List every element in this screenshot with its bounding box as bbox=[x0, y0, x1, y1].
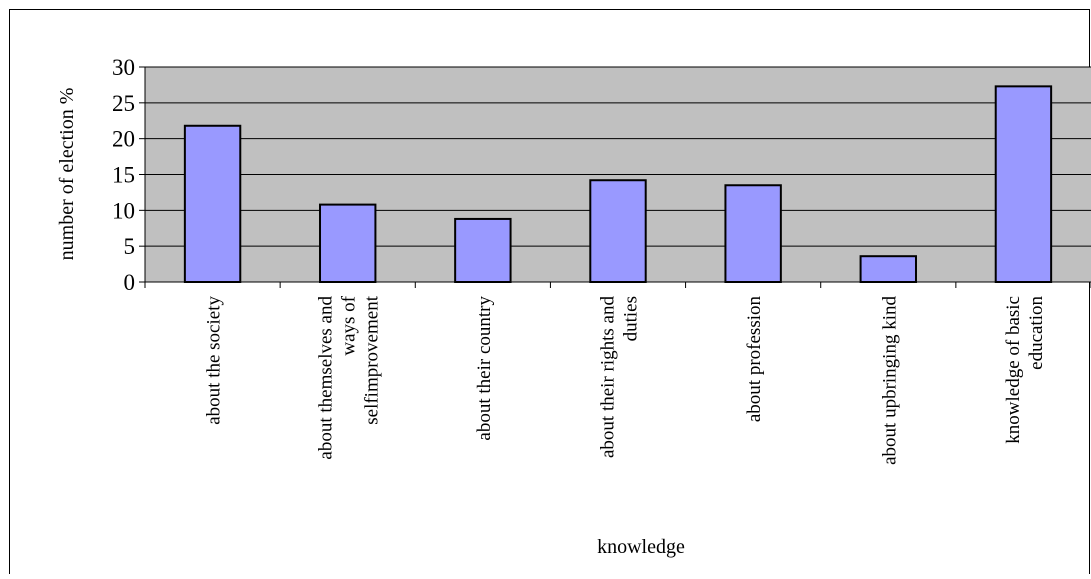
bars bbox=[183, 85, 1053, 284]
category-label-line: about profession bbox=[744, 296, 765, 423]
category-label: about profession bbox=[744, 296, 765, 423]
bar bbox=[183, 124, 242, 284]
y-tick-labels: 0 5 10 15 20 25 30 bbox=[112, 55, 135, 295]
category-label-line: selfimprovement bbox=[362, 295, 383, 424]
category-label-line: about their country bbox=[474, 296, 495, 441]
y-tick-label: 20 bbox=[112, 127, 135, 152]
bar bbox=[319, 203, 377, 284]
category-label: about upbringing kind bbox=[879, 296, 900, 465]
y-tick-label: 30 bbox=[112, 55, 135, 80]
category-label-line: about upbringing kind bbox=[879, 296, 900, 465]
bar bbox=[724, 184, 782, 283]
category-label: about the society bbox=[204, 296, 225, 425]
category-label-line: about themselves and bbox=[316, 296, 337, 460]
category-label-line: education bbox=[1026, 296, 1047, 370]
category-label-line: knowledge of basic bbox=[1003, 296, 1024, 444]
y-tick-label: 25 bbox=[112, 91, 135, 116]
bar bbox=[589, 179, 647, 284]
x-axis-title: knowledge bbox=[597, 536, 685, 558]
y-tick-label: 0 bbox=[124, 270, 136, 295]
category-label: about themselves and ways of selfimproveme… bbox=[316, 295, 383, 459]
bar bbox=[454, 217, 512, 283]
y-tick-label: 5 bbox=[124, 234, 136, 259]
y-tick-label: 15 bbox=[112, 163, 135, 188]
y-tick-label: 10 bbox=[112, 198, 135, 223]
bar bbox=[994, 85, 1053, 283]
category-label-line: ways of bbox=[339, 295, 360, 355]
category-label: knowledge of basic education bbox=[1003, 296, 1047, 444]
axes bbox=[139, 66, 1091, 288]
category-label: about their country bbox=[474, 296, 495, 441]
category-label-line: about their rights and bbox=[598, 296, 619, 458]
category-label: about their rights and duties bbox=[598, 296, 642, 458]
category-label-line: about the society bbox=[204, 296, 225, 425]
y-axis-title: number of election % bbox=[56, 88, 78, 261]
category-label-line: duties bbox=[621, 296, 642, 341]
bar bbox=[859, 255, 917, 284]
category-labels: about the society about themselves and way… bbox=[204, 295, 1047, 465]
